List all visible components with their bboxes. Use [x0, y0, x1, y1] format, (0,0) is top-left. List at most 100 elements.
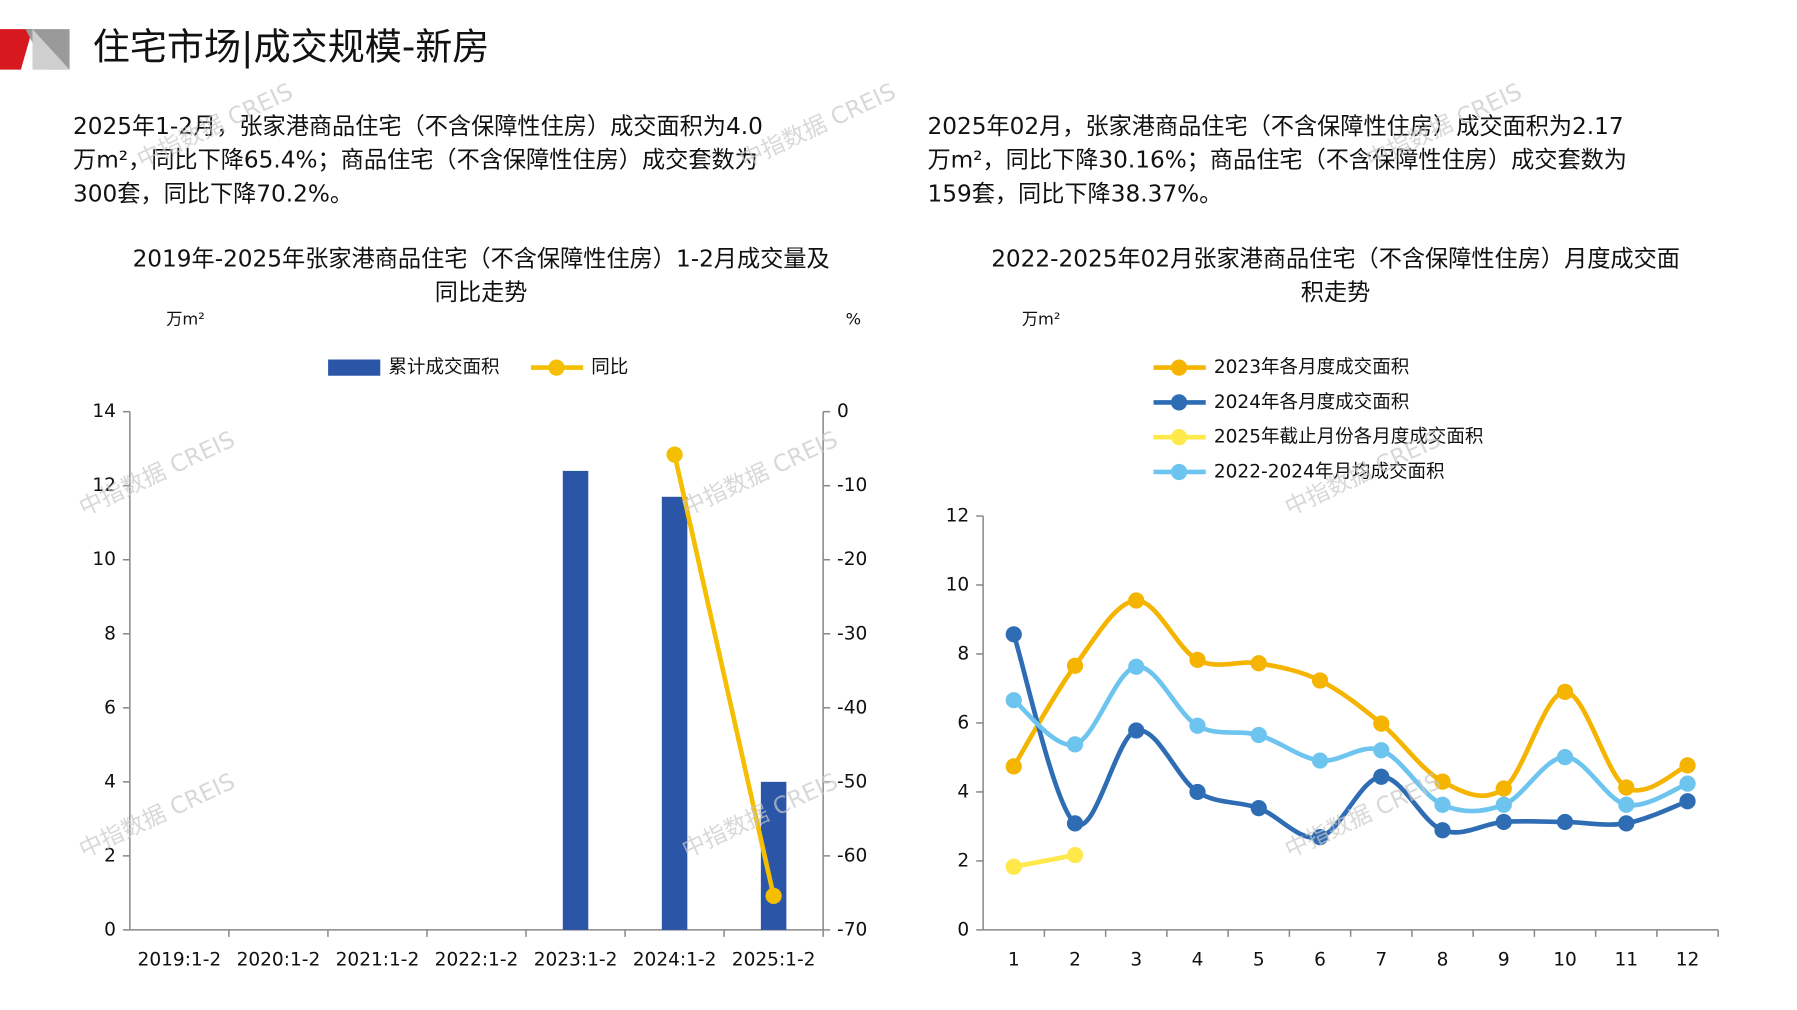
legend-label: 2024年各月度成交面积 [1214, 392, 1409, 413]
marker [1066, 657, 1084, 674]
y-unit: 万m² [1022, 310, 1061, 329]
legend-label: 同比 [591, 357, 628, 378]
marker [765, 887, 782, 904]
y-tick-label: 2 [957, 850, 969, 871]
marker [1066, 736, 1084, 753]
marker [1679, 793, 1696, 810]
marker [1495, 796, 1512, 813]
legend-swatch [328, 359, 381, 376]
watermark: 中指数据 CREIS [75, 426, 239, 522]
marker [1189, 783, 1206, 801]
marker [1679, 757, 1696, 774]
marker [1250, 726, 1267, 744]
line [1011, 598, 1689, 799]
marker [1005, 858, 1022, 875]
marker [1434, 773, 1451, 790]
x-tick-label: 2 [1069, 950, 1081, 971]
y2-tick-label: -60 [837, 845, 867, 866]
y-tick-label: 6 [104, 697, 116, 718]
marker [1005, 626, 1022, 643]
marker [1556, 813, 1574, 831]
y-tick-label: 14 [92, 401, 116, 422]
paragraph-line: 万m²，同比下降30.16%；商品住宅（不含保障性住房）成交套数为 [927, 147, 1627, 174]
x-tick-label: 6 [1314, 950, 1326, 971]
paragraph-line: 300套，同比下降70.2%。 [73, 180, 353, 207]
y2-tick-label: -50 [837, 771, 867, 792]
marker [1066, 846, 1084, 864]
marker [1679, 775, 1696, 792]
chart-title: 2019年-2025年张家港商品住宅（不含保障性住房）1-2月成交量及 [133, 245, 830, 272]
chart-left: 2019年-2025年张家港商品住宅（不含保障性住房）1-2月成交量及同比走势万… [92, 245, 867, 970]
marker [1189, 651, 1206, 668]
x-tick-label: 2022:1-2 [435, 950, 519, 971]
marker [1618, 815, 1635, 832]
marker [1556, 748, 1574, 766]
bar [661, 496, 688, 930]
paragraph-line: 159套，同比下降38.37%。 [927, 180, 1222, 207]
watermark: 中指数据 CREIS [678, 768, 842, 864]
marker [1556, 683, 1574, 701]
legend-marker [1170, 394, 1188, 411]
x-tick-label: 9 [1498, 950, 1510, 971]
x-tick-label: 1 [1008, 950, 1020, 971]
legend-marker [1170, 463, 1188, 481]
marker [1311, 672, 1329, 689]
x-tick-label: 10 [1553, 950, 1577, 971]
chart-title: 2022-2025年02月张家港商品住宅（不含保障性住房）月度成交面 [991, 245, 1680, 272]
y-tick-label: 12 [92, 475, 116, 496]
y-tick-label: 4 [104, 771, 116, 792]
marker [1618, 779, 1635, 796]
line [1013, 852, 1076, 870]
y2-tick-label: -30 [837, 623, 867, 644]
marker [1005, 692, 1022, 709]
marker [1311, 829, 1329, 846]
x-tick-label: 5 [1253, 950, 1265, 971]
legend-marker [1170, 429, 1188, 446]
y2-tick-label: -20 [837, 549, 867, 570]
y-tick-label: 2 [104, 845, 116, 866]
paragraphs: 2025年1-2月，张家港商品住宅（不含保障性住房）成交面积为4.0 万m²，同比… [73, 113, 1627, 207]
marker [1373, 715, 1390, 732]
y2-tick-label: 0 [837, 401, 849, 422]
y-tick-label: 12 [946, 506, 970, 527]
x-tick-label: 2025:1-2 [732, 950, 816, 971]
marker [1373, 742, 1390, 759]
marker [1250, 800, 1267, 817]
marker [1373, 768, 1390, 785]
x-tick-label: 8 [1437, 950, 1449, 971]
marker [1250, 655, 1267, 672]
marker [1128, 722, 1145, 739]
x-tick-label: 4 [1192, 950, 1204, 971]
paragraph-line: 万m²，同比下降65.4%；商品住宅（不含保障性住房）成交套数为 [73, 147, 758, 174]
marker [1189, 717, 1206, 734]
watermark: 中指数据 CREIS [75, 768, 239, 864]
watermark: 中指数据 CREIS [678, 426, 842, 522]
y2-tick-label: -40 [837, 697, 867, 718]
marker [1495, 813, 1512, 831]
y2-tick-label: -10 [837, 475, 867, 496]
x-tick-label: 2019:1-2 [138, 950, 222, 971]
legend-marker [1170, 359, 1188, 376]
x-tick-label: 2023:1-2 [534, 950, 618, 971]
paragraph-line: 2025年02月，张家港商品住宅（不含保障性住房）成交面积为2.17 [927, 113, 1623, 140]
line [672, 454, 776, 897]
x-tick-label: 2020:1-2 [237, 950, 321, 971]
y-tick-label: 0 [104, 919, 116, 940]
marker [1434, 822, 1451, 839]
watermark: 中指数据 CREIS [1281, 768, 1445, 864]
y-tick-label: 0 [957, 919, 969, 940]
marker [666, 446, 683, 463]
y2-tick-label: -70 [837, 919, 867, 940]
y-unit: 万m² [166, 310, 205, 329]
y-tick-label: 4 [957, 781, 969, 802]
legend-marker [548, 359, 565, 376]
x-tick-label: 3 [1130, 950, 1142, 971]
marker [1066, 815, 1084, 832]
legend-label: 2025年截止月份各月度成交面积 [1214, 427, 1484, 448]
chart-title: 同比走势 [435, 279, 528, 306]
marker [1311, 752, 1329, 769]
x-tick-label: 7 [1375, 950, 1387, 971]
logo-light [32, 29, 70, 70]
x-tick-label: 2024:1-2 [633, 950, 717, 971]
